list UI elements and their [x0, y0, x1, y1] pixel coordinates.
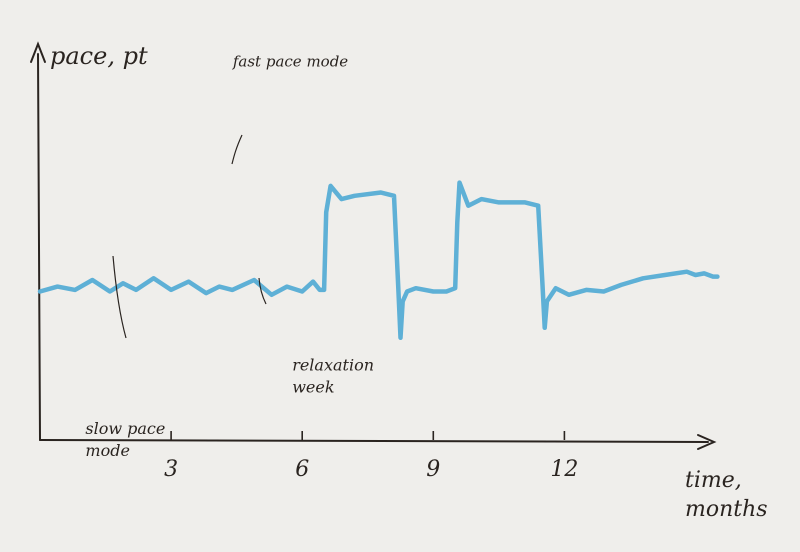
y-axis-label: pace, pt — [50, 42, 148, 70]
annotations: fast pace mode relaxation week slow pace mod… — [85, 53, 374, 461]
annotation-1-line-1: week — [292, 377, 334, 396]
x-tick-label-12: 12 — [550, 457, 578, 482]
y-axis — [30, 41, 46, 441]
annotation-0-line-0: fast pace mode — [232, 53, 348, 71]
x-tick-label-9: 9 — [426, 457, 440, 482]
annotation-2-line-1: mode — [85, 441, 130, 460]
x-tick-label-6: 6 — [295, 457, 309, 482]
x-axis-label-line2: months — [685, 497, 768, 522]
x-axis — [39, 434, 717, 450]
annotation-2-line-0: slow pace — [85, 419, 165, 438]
x-tick-label-3: 3 — [164, 457, 178, 482]
x-axis-label-line1: time, — [685, 468, 742, 493]
annotation-leaders — [112, 134, 267, 339]
leader-relaxation — [258, 277, 267, 305]
series-line — [37, 180, 720, 340]
leader-slow-pace — [112, 255, 127, 339]
annotation-1-line-0: relaxation — [292, 355, 374, 374]
x-ticks: 3 6 9 12 — [164, 431, 578, 482]
leader-fast-pace — [231, 134, 243, 165]
